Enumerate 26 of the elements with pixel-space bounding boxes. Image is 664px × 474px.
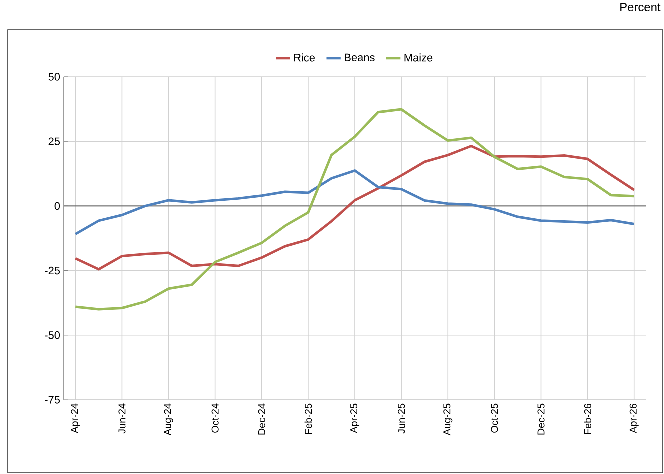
x-tick-label: Dec-25 [538, 404, 545, 435]
x-tick-label: Apr-24 [71, 404, 80, 434]
x-tick-label: Oct-24 [212, 404, 219, 433]
y-tick-label: -25 [45, 266, 60, 275]
line-series [74, 170, 636, 236]
x-tick-label: Dec-24 [258, 404, 266, 435]
x-tick-label: Oct-25 [491, 404, 498, 433]
legend-label: Maize [404, 54, 433, 62]
x-tick-label: Feb-25 [304, 404, 312, 434]
x-tick-label: Aug-25 [444, 404, 453, 436]
legend-label: Rice [294, 54, 316, 62]
y-tick-label: 50 [48, 73, 60, 81]
x-tick-label: Aug-24 [164, 404, 174, 436]
text: Percent [620, 3, 661, 12]
x-tick-label: Apr-25 [350, 404, 360, 434]
y-tick-label: 25 [48, 138, 60, 146]
x-tick-label: Apr-26 [630, 404, 639, 434]
line-series [74, 144, 636, 271]
y-tick-label: -75 [45, 396, 60, 404]
y-tick-label: -50 [45, 332, 60, 340]
x-tick-label: Jun-24 [118, 404, 126, 434]
y-tick-label: 0 [54, 202, 60, 210]
x-tick-label: Feb-26 [584, 404, 592, 434]
x-tick-label: Jun-25 [398, 404, 406, 434]
line-series [74, 108, 636, 311]
legend-label: Beans [345, 54, 375, 62]
